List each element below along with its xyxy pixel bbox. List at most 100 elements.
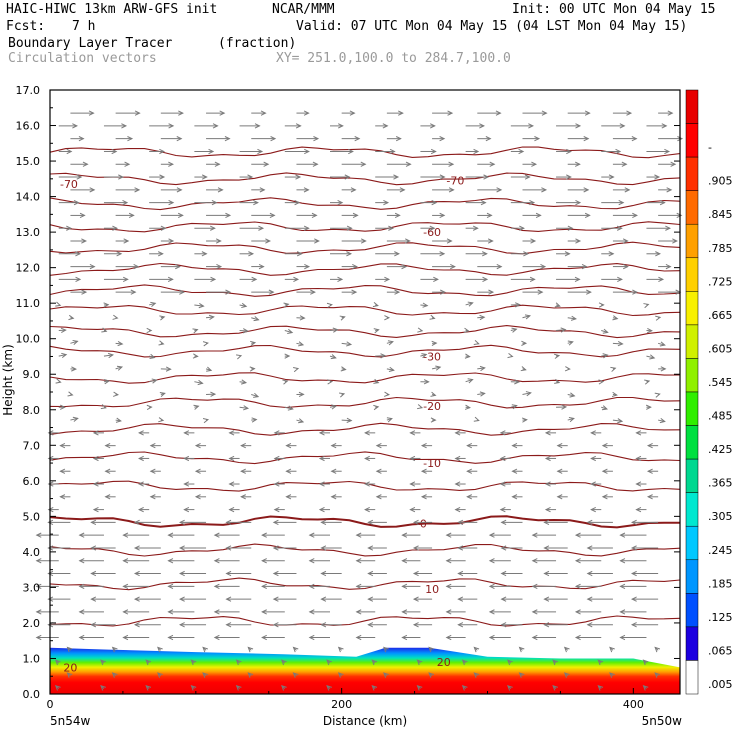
- vector-arrow: [658, 366, 667, 372]
- vector-head: [104, 443, 111, 449]
- vector-arrow: [590, 430, 602, 436]
- vector-head: [340, 366, 347, 372]
- vector-head: [646, 327, 653, 334]
- vector-arrow: [520, 366, 527, 372]
- vector-head: [104, 468, 111, 474]
- vector-arrow: [454, 455, 466, 462]
- vector-head: [544, 481, 551, 487]
- vector-arrow: [251, 212, 276, 219]
- vector-head: [439, 212, 446, 219]
- vector-head: [435, 365, 442, 371]
- vector-arrow: [355, 532, 376, 538]
- vector-arrow: [70, 136, 85, 142]
- vector-head: [210, 391, 217, 397]
- contour-line: [49, 344, 681, 358]
- y-tick-label: 4.0: [23, 546, 41, 559]
- vector-head: [68, 314, 75, 321]
- vector-head: [122, 558, 129, 564]
- vector-head: [330, 494, 337, 500]
- vector-arrow: [499, 430, 511, 436]
- x-tick-label: 400: [623, 698, 644, 711]
- vector-arrow: [567, 136, 590, 142]
- vector-head: [409, 430, 416, 436]
- vector-head: [518, 672, 525, 678]
- vector-head: [314, 238, 320, 244]
- vector-arrow: [194, 225, 216, 231]
- vector-head: [138, 430, 144, 436]
- vector-head: [519, 225, 525, 231]
- vector-head: [439, 136, 446, 142]
- vector-arrow: [272, 622, 297, 628]
- vector-head: [318, 430, 325, 436]
- vector-arrow: [158, 340, 165, 346]
- colorbar-label: .005: [708, 678, 733, 691]
- vector-arrow: [372, 302, 379, 308]
- vector-head: [454, 481, 461, 487]
- vector-arrow: [465, 378, 474, 384]
- vector-arrow: [658, 136, 684, 142]
- vector-arrow: [341, 289, 358, 295]
- vector-arrow: [240, 494, 252, 500]
- contour-line: [49, 262, 681, 276]
- vector-arrow: [477, 161, 496, 167]
- vector-arrow: [251, 289, 275, 295]
- y-tick-label: 14.0: [16, 191, 41, 204]
- vector-arrow: [409, 481, 421, 487]
- vector-arrow: [149, 494, 161, 500]
- vector-arrow: [284, 200, 301, 206]
- vector-arrow: [194, 251, 208, 257]
- vector-arrow: [371, 659, 378, 666]
- vector-arrow: [326, 659, 332, 666]
- vector-arrow: [206, 238, 222, 244]
- vector-arrow: [47, 519, 71, 526]
- vector-arrow: [296, 263, 311, 270]
- vector-head: [355, 558, 362, 564]
- vector-head: [35, 609, 42, 615]
- vector-arrow: [330, 123, 344, 129]
- vector-arrow: [206, 187, 224, 193]
- vector-arrow: [90, 596, 116, 602]
- vector-head: [635, 506, 642, 513]
- valid-time: Valid: 07 UTC Mon 04 May 15 (04 LST Mon …: [296, 19, 688, 34]
- vector-head: [574, 558, 581, 564]
- vector-arrow: [420, 468, 433, 474]
- vector-head: [464, 353, 471, 359]
- vector-arrow: [160, 366, 172, 372]
- field-name: Boundary Layer Tracer: [8, 36, 173, 51]
- vector-head: [339, 315, 346, 321]
- vector-head: [380, 353, 387, 359]
- vector-head: [446, 238, 453, 244]
- vector-arrow: [465, 123, 485, 129]
- vector-arrow: [327, 379, 334, 385]
- vector-head: [287, 405, 294, 411]
- vector-arrow: [445, 558, 466, 564]
- vector-arrow: [54, 685, 61, 691]
- vector-head: [201, 251, 208, 257]
- vector-head: [535, 212, 542, 219]
- vector-arrow: [330, 494, 342, 500]
- vector-head: [472, 225, 479, 231]
- vector-head: [349, 110, 356, 116]
- vector-head: [649, 354, 656, 360]
- vector-head: [511, 494, 518, 500]
- axes: 0.0 1.0 2.0 3.0 4.0 5.0 6.0 7.0 8.0 9.0 10.0 11.0 12…: [16, 84, 680, 711]
- vector-head: [655, 315, 662, 321]
- vector-shaft: [103, 354, 113, 357]
- vector-arrow: [655, 315, 662, 321]
- vector-arrow: [192, 328, 199, 334]
- vector-head: [601, 443, 608, 449]
- vector-arrow: [160, 187, 183, 193]
- vector-head: [401, 583, 408, 589]
- vector-arrow: [167, 583, 195, 589]
- vector-arrow: [284, 276, 300, 282]
- vector-head: [293, 276, 300, 282]
- vector-arrow: [601, 225, 623, 231]
- vector-head: [676, 212, 683, 219]
- vector-arrow: [420, 443, 433, 449]
- vector-head: [261, 583, 267, 589]
- vector-arrow: [609, 646, 615, 653]
- vector-head: [54, 659, 61, 666]
- vector-arrow: [329, 354, 337, 360]
- vector-head: [473, 672, 480, 678]
- vector-arrow: [522, 289, 544, 295]
